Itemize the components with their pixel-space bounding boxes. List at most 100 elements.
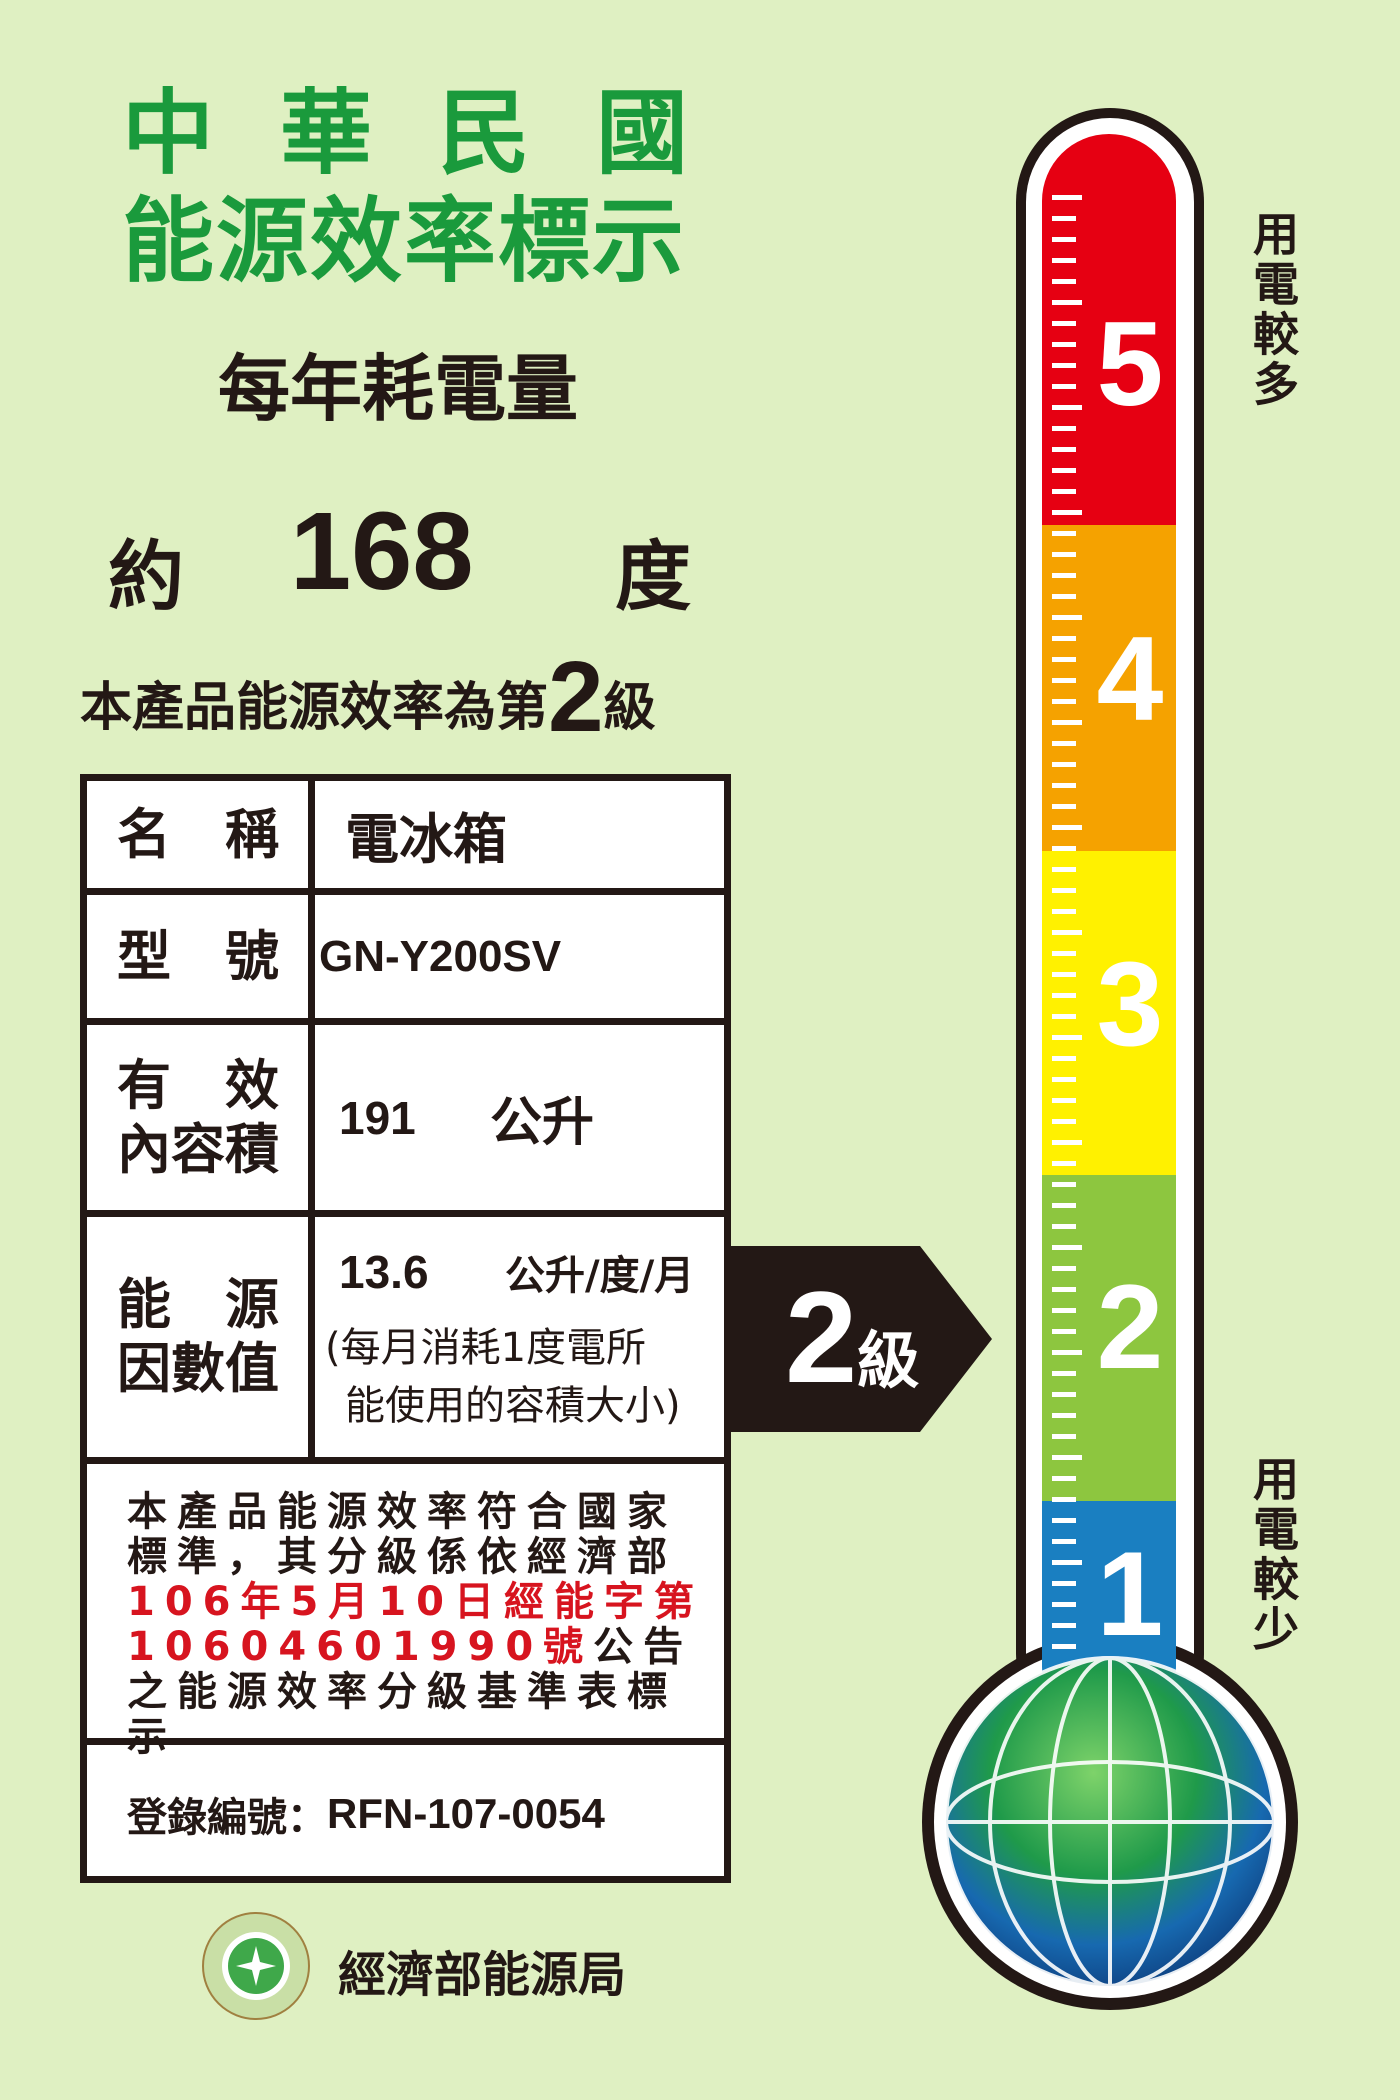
globe-grid [944, 1656, 1276, 1988]
row-name: 名 稱 電冰箱 [87, 781, 724, 895]
model-value: GN-Y200SV [319, 931, 562, 981]
consumption-prefix: 約 [108, 532, 184, 621]
scale-tick [1052, 279, 1076, 284]
scale-tick [1052, 804, 1076, 809]
title-line1: 中華民國 [122, 80, 755, 187]
factor-value: 13.6 公升/度/月 (每月消耗1度電所 能使用的容積大小) [325, 1246, 695, 1429]
scale-tick [1052, 888, 1076, 893]
scale-tick [1052, 930, 1082, 935]
scale-tick [1052, 1455, 1082, 1460]
scale-tick [1052, 1497, 1076, 1502]
segment-4 [1042, 525, 1176, 851]
scale-tick [1052, 1035, 1082, 1040]
scale-tick [1052, 216, 1076, 221]
scale-tick [1052, 1623, 1076, 1628]
segment-2 [1042, 1175, 1176, 1501]
scale-tick [1052, 1308, 1076, 1313]
scale-tick [1052, 1413, 1076, 1418]
scale-tick [1052, 783, 1076, 788]
scale-tick [1052, 1266, 1076, 1271]
row-energy-factor: 能 源因數值 13.6 公升/度/月 (每月消耗1度電所 能使用的容積大小) [87, 1217, 724, 1464]
scale-tick [1052, 846, 1076, 851]
grade-statement-grade: 2 [548, 641, 604, 753]
scale-tick [1052, 447, 1076, 452]
reg-label: 登錄編號： [127, 1795, 327, 1841]
scale-tick [1052, 1182, 1076, 1187]
scale-tick [1052, 720, 1082, 725]
scale-tick [1052, 1602, 1076, 1607]
factor-label: 能 源因數值 [87, 1217, 315, 1457]
grade-arrow [730, 1246, 992, 1432]
scale-tick [1052, 636, 1076, 641]
volume-value: 191 公升 [339, 1091, 595, 1154]
scale-tick [1052, 909, 1076, 914]
scale-tick [1052, 1056, 1076, 1061]
bureau-of-energy-logo [202, 1912, 310, 2020]
scale-tick [1052, 1581, 1076, 1586]
info-table: 名 稱 電冰箱 型 號 GN-Y200SV 有 效內容積 191 公升 能 源因… [80, 774, 731, 1883]
model-label: 型 號 [87, 895, 315, 1018]
scale-tick [1052, 1392, 1076, 1397]
scale-tick [1052, 1350, 1082, 1355]
scale-tick [1052, 594, 1076, 599]
scale-tick [1052, 573, 1076, 578]
bureau-name: 經濟部能源局 [338, 1947, 627, 2003]
reg-value: RFN-107-0054 [327, 1790, 605, 1837]
title-line2: 能源效率標示 [122, 188, 687, 295]
consumption-value: 168 [290, 490, 474, 613]
scale-tick [1052, 762, 1076, 767]
row-model: 型 號 GN-Y200SV [87, 895, 724, 1025]
scale-tick [1052, 1098, 1076, 1103]
scale-tick [1052, 1161, 1076, 1166]
scale-tick [1052, 1287, 1076, 1292]
scale-tick [1052, 1245, 1082, 1250]
scale-tick [1052, 1077, 1076, 1082]
row-volume: 有 效內容積 191 公升 [87, 1025, 724, 1217]
subtitle: 每年耗電量 [218, 347, 579, 431]
level-5-label: 5 [1096, 297, 1164, 431]
consumption-unit: 度 [615, 532, 691, 621]
scale-tick [1052, 510, 1082, 515]
volume-label: 有 效內容積 [87, 1025, 315, 1210]
scale-tick [1052, 300, 1082, 305]
scale-tick [1052, 972, 1076, 977]
scale-tick [1052, 1140, 1082, 1145]
scale-tick [1052, 741, 1076, 746]
name-label: 名 稱 [87, 781, 315, 888]
scale-tick [1052, 384, 1076, 389]
scale-tick [1052, 1539, 1076, 1544]
scale-ticks [1052, 195, 1082, 1649]
more-electricity-label: 用電較多 [1246, 210, 1300, 410]
scale-tick [1052, 258, 1076, 263]
scale-tick [1052, 489, 1076, 494]
scale-tick [1052, 1371, 1076, 1376]
row-registration: 登錄編號： RFN-107-0054 [87, 1745, 724, 1883]
scale-tick [1052, 342, 1076, 347]
scale-tick [1052, 426, 1076, 431]
name-value: 電冰箱 [345, 808, 507, 871]
scale-tick [1052, 1434, 1076, 1439]
level-3-label: 3 [1096, 937, 1164, 1071]
scale-tick [1052, 993, 1076, 998]
notice-text: 本產品能源效率符合國家標準，其分級係依經濟部106年5月10日經能字第10604… [127, 1489, 704, 1760]
scale-tick [1052, 468, 1076, 473]
scale-tick [1052, 363, 1076, 368]
scale-tick [1052, 951, 1076, 956]
scale-tick [1052, 699, 1076, 704]
scale-tick [1052, 657, 1076, 662]
level-1-label: 1 [1096, 1527, 1164, 1661]
grade-statement-text: 本產品能源效率為第 [80, 678, 549, 738]
scale-tick [1052, 825, 1082, 830]
scale-tick [1052, 1476, 1076, 1481]
scale-tick [1052, 867, 1076, 872]
scale-tick [1052, 1329, 1076, 1334]
scale-tick [1052, 195, 1082, 200]
scale-tick [1052, 1518, 1076, 1523]
scale-tick [1052, 1560, 1082, 1565]
less-electricity-label: 用電較少 [1246, 1455, 1300, 1655]
scale-tick [1052, 321, 1076, 326]
scale-tick [1052, 237, 1076, 242]
grade-statement: 本產品能源效率為第2級 [80, 640, 656, 755]
row-notice: 本產品能源效率符合國家標準，其分級係依經濟部106年5月10日經能字第10604… [87, 1464, 724, 1760]
